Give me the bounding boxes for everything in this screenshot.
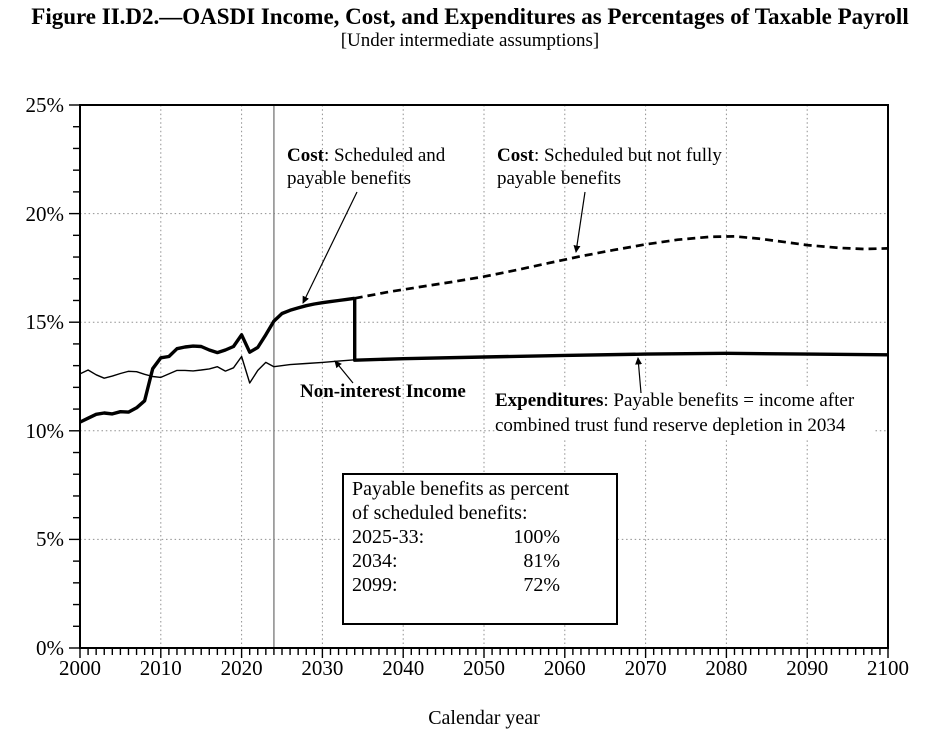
payable-box-row: 2099: 72% (352, 573, 608, 597)
payable-box-row: 2025-33: 100% (352, 525, 608, 549)
x-tick-label: 2050 (463, 656, 505, 680)
y-tick-label: 25% (25, 93, 65, 117)
x-tick-label: 2070 (624, 656, 667, 680)
payable-box-row-label: 2025-33: (352, 526, 425, 548)
payable-benefits-box: Payable benefits as percent of scheduled… (342, 473, 618, 625)
x-tick-label: 2090 (786, 656, 829, 680)
annotation-expenditures: Expenditures: Payable benefits = income … (495, 388, 873, 438)
y-tick-label: 10% (25, 418, 65, 443)
figure-subtitle: [Under intermediate assumptions] (340, 30, 600, 51)
plot-frame (79, 104, 889, 649)
x-tick-label: 2080 (705, 656, 748, 680)
x-axis-title: Calendar year (428, 707, 540, 729)
series-line-3 (354, 235, 889, 300)
annotation-non-interest-income: Non-interest Income (300, 381, 466, 402)
annotation-cost-payable: Cost: Scheduled and payable benefits (287, 144, 472, 190)
annotation-cost-scheduled-text: : Scheduled but not fully payable benefi… (497, 145, 722, 189)
x-tick-label: 2030 (301, 656, 344, 680)
y-tick-label: 20% (25, 201, 65, 226)
figure-title: Figure II.D2.—OASDI Income, Cost, and Ex… (31, 4, 909, 29)
x-tick-label: 2100 (867, 656, 909, 680)
payable-box-row-label: 2034: (352, 550, 398, 572)
annotation-cost-payable-lead: Cost (287, 145, 324, 166)
payable-box-header-1: Payable benefits as percent (352, 478, 570, 500)
annotation-cost-scheduled: Cost: Scheduled but not fully payable be… (497, 144, 742, 190)
y-tick-label: 0% (36, 636, 64, 660)
x-tick-label: 2060 (543, 656, 586, 680)
x-tick-label: 2000 (59, 656, 101, 680)
series-line-1 (79, 296, 355, 424)
x-tick-label: 2010 (139, 656, 182, 680)
y-tick-label: 15% (25, 310, 65, 335)
payable-box-row-value: 100% (513, 526, 560, 548)
y-tick-label: 5% (36, 527, 64, 552)
annotation-cost-scheduled-lead: Cost (497, 145, 534, 166)
annotation-expenditures-text: : Payable benefits = income after combin… (495, 390, 855, 436)
payable-box-row: 2034: 81% (352, 549, 608, 573)
x-tick-label: 2040 (382, 656, 425, 680)
payable-box-row-label: 2099: (352, 574, 398, 596)
payable-box-row-value: 81% (523, 550, 560, 572)
gridlines (80, 105, 888, 648)
annotation-expenditures-lead: Expenditures (495, 390, 604, 411)
axis-ticks (69, 104, 889, 658)
payable-box-row-value: 72% (523, 574, 560, 596)
annotation-cost-payable-text: : Scheduled and payable benefits (287, 145, 446, 189)
series-line-0 (79, 355, 355, 384)
series-line-2 (353, 298, 889, 362)
payable-box-header-2: of scheduled benefits: (352, 502, 528, 524)
x-tick-label: 2020 (220, 656, 263, 680)
